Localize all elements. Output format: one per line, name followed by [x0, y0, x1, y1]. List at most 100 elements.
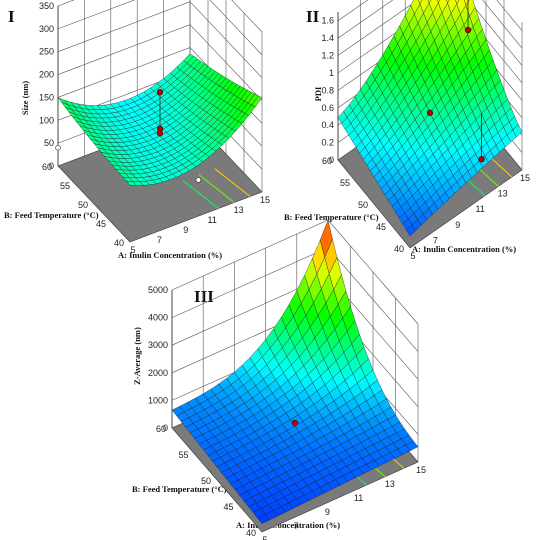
z-tick-label: 1	[329, 68, 334, 78]
x-tick-label: 9	[455, 220, 460, 230]
surface-cell	[251, 95, 263, 107]
y-tick-label: 40	[114, 238, 124, 248]
y-tick-label: 60	[42, 162, 52, 172]
z-tick-label: 0.2	[321, 138, 334, 148]
panel-I-z-axis-label: Size (nm)	[20, 81, 30, 115]
panel-III-surface	[171, 219, 419, 524]
z-tick-label: 4000	[148, 313, 168, 323]
x-tick-label: 5	[130, 245, 135, 255]
surface-cell	[405, 440, 419, 451]
y-tick-label: 60	[156, 424, 166, 434]
z-tick-label: 150	[39, 92, 54, 102]
z-level-gridline	[57, 0, 263, 56]
y-tick-label: 55	[178, 450, 188, 460]
y-tick-label: 50	[78, 200, 88, 210]
floor-contour	[198, 174, 235, 203]
z-tick-label: 1000	[148, 395, 168, 405]
z-tick-label: 3000	[148, 340, 168, 350]
z-tick-label: 100	[39, 115, 54, 125]
z-tick-label: 300	[39, 24, 54, 34]
x-tick-label: 15	[520, 173, 530, 183]
y-tick-label: 40	[394, 244, 404, 254]
panel-III-x-axis-label: A: Inulin Concentration (%)	[236, 520, 340, 530]
panel-III-y-axis-label: B: Feed Temperature (°C)	[132, 484, 227, 494]
x-tick-label: 5	[410, 251, 415, 261]
x-tick-label: 7	[157, 235, 162, 245]
panel-I-y-axis-label: B: Feed Temperature (°C)	[4, 210, 99, 220]
y-tick-label: 55	[60, 181, 70, 191]
y-tick-label: 45	[96, 219, 106, 229]
y-tick-label: 45	[376, 222, 386, 232]
design-point	[478, 156, 485, 163]
floor-contour	[182, 180, 219, 209]
surface-cell	[455, 0, 460, 5]
design-point	[156, 89, 164, 96]
z-level-gridline	[57, 1, 263, 78]
z-tick-label: 0.8	[321, 85, 334, 95]
surface-cell	[512, 124, 523, 138]
x-tick-label: 9	[183, 225, 188, 235]
panel-I: I Size (nm) B: Feed Temperature (°C) A: …	[4, 0, 270, 260]
panel-I-x-axis-label: A: Inulin Concentration (%)	[118, 250, 222, 260]
panel-label-III: III	[194, 287, 214, 306]
x-tick-label: 13	[234, 205, 244, 215]
x-tick-label: 7	[433, 235, 438, 245]
design-point	[291, 419, 299, 427]
x-tick-label: 9	[325, 507, 330, 517]
y-tick-label: 50	[358, 200, 368, 210]
z-level-gridline	[337, 0, 523, 49]
z-tick-label: 0	[163, 423, 168, 433]
z-level-gridline	[337, 0, 523, 31]
panel-II-z-axis-label: PDI	[313, 86, 323, 101]
z-tick-label: 200	[39, 70, 54, 80]
y-tick-label: 45	[223, 502, 233, 512]
z-tick-label: 5000	[148, 285, 168, 295]
z-tick-label: 0.4	[321, 120, 334, 130]
y-tick-label: 40	[246, 528, 256, 538]
x-tick-label: 13	[385, 479, 395, 489]
panel-I-surface	[57, 53, 263, 186]
z-tick-label: 2000	[148, 368, 168, 378]
panel-II: II PDI B: Feed Temperature (°C) A: Inuli…	[284, 0, 530, 261]
x-tick-label: 11	[476, 204, 485, 214]
z-tick-label: 1.4	[321, 33, 334, 43]
z-tick-label: 0.6	[321, 103, 334, 113]
x-tick-label: 7	[294, 521, 299, 531]
z-tick-label: 50	[44, 138, 54, 148]
panel-II-surface	[337, 0, 523, 237]
design-point	[156, 130, 164, 137]
surface-cell	[418, 0, 423, 5]
design-point	[426, 109, 434, 116]
floor-contour	[214, 168, 251, 197]
design-point-below	[195, 177, 202, 183]
panel-III-z-axis-label: Z-Average (nm)	[132, 327, 142, 385]
design-point-below	[55, 145, 61, 151]
z-tick-label: 1.2	[321, 51, 334, 61]
x-tick-label: 5	[262, 535, 267, 540]
x-tick-label: 11	[208, 215, 217, 225]
surface-cell	[446, 0, 450, 4]
y-tick-label: 55	[340, 178, 350, 188]
z-level-gridline	[337, 0, 523, 84]
z-level-gridline	[57, 24, 263, 101]
z-tick-label: 0	[329, 155, 334, 165]
x-tick-label: 13	[498, 189, 508, 199]
design-point	[464, 26, 472, 34]
panel-label-I: I	[8, 7, 15, 26]
x-tick-label: 15	[260, 195, 270, 205]
panel-II-x-axis-label: A: Inulin Concentration (%)	[412, 244, 516, 254]
z-tick-label: 1.6	[321, 16, 334, 26]
panel-II-y-axis-label: B: Feed Temperature (°C)	[284, 212, 379, 222]
surface-cell	[437, 0, 441, 4]
y-tick-label: 60	[322, 156, 332, 166]
z-tick-label: 250	[39, 47, 54, 57]
z-tick-label: 0	[49, 161, 54, 171]
panel-III: III Z-Average (nm) B: Feed Temperature (…	[132, 219, 426, 540]
z-level-gridline	[337, 0, 523, 66]
z-tick-label: 350	[39, 1, 54, 11]
surface-cell	[427, 0, 432, 4]
panel-label-II: II	[306, 7, 320, 26]
z-level-gridline	[57, 0, 263, 33]
x-tick-label: 11	[354, 493, 363, 503]
